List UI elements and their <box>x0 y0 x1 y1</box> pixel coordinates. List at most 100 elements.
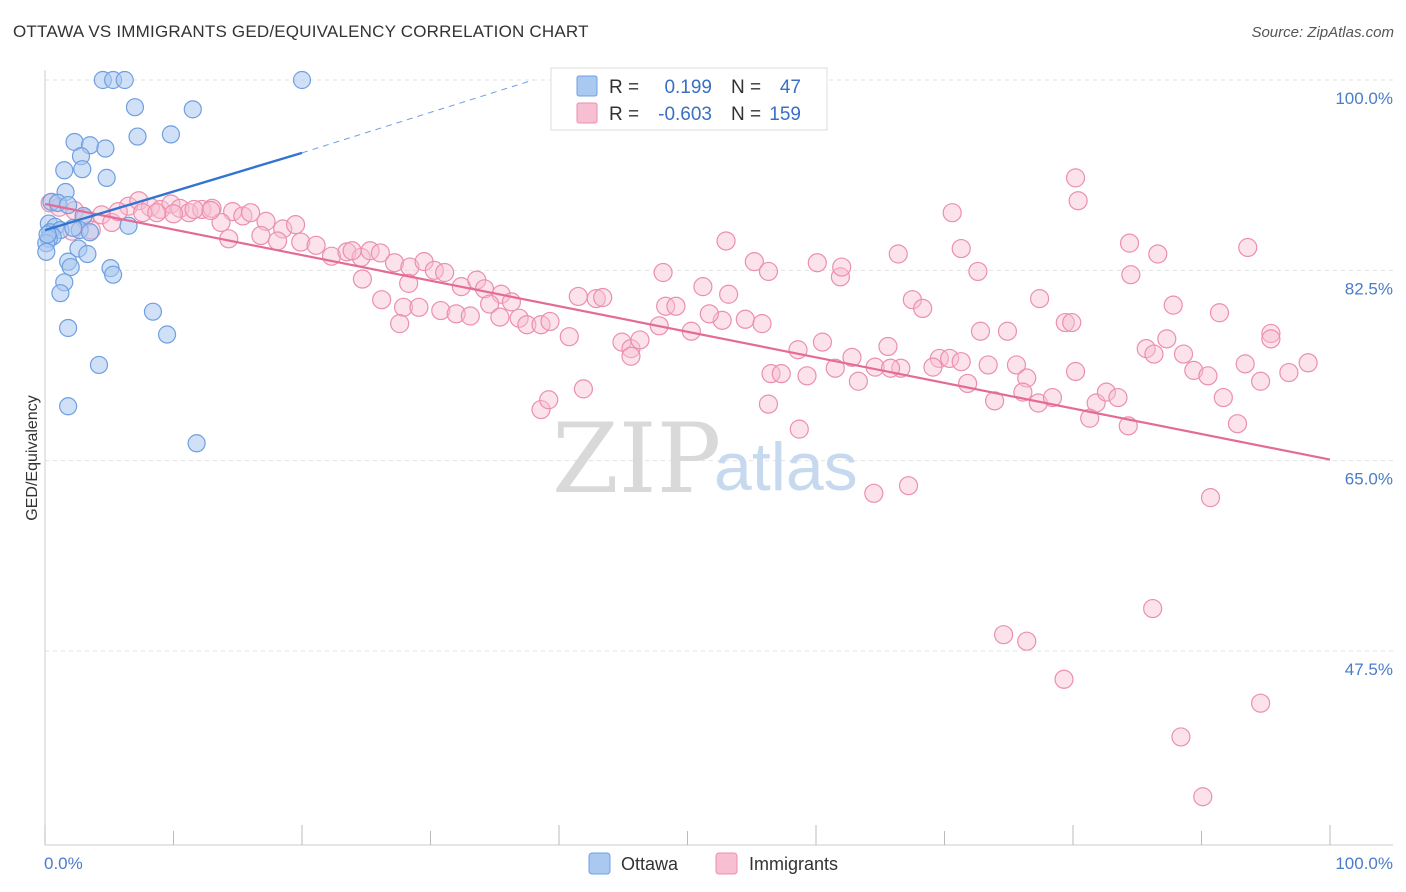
immigrants-point-18 <box>256 211 276 231</box>
immigrants-point-117 <box>1251 371 1271 391</box>
ottawa-point-2 <box>115 70 134 90</box>
legend-immigrants-r-label: R = <box>609 104 639 125</box>
immigrants-point-148 <box>1251 693 1271 713</box>
immigrants-point-33 <box>291 232 311 252</box>
ottawa-point-41 <box>89 355 109 375</box>
immigrants-points <box>40 168 1318 807</box>
immigrants-point-161 <box>390 314 410 334</box>
ottawa-point-31 <box>78 244 97 264</box>
immigrants-point-138 <box>1062 312 1082 333</box>
immigrants-point-154 <box>1054 669 1074 689</box>
immigrants-point-55 <box>446 304 466 324</box>
y-tick-label-1: 65.0% <box>1345 470 1393 489</box>
immigrants-point-160 <box>539 390 559 410</box>
immigrants-point-79 <box>761 364 781 384</box>
immigrants-point-156 <box>898 476 919 496</box>
immigrants-point-86 <box>848 371 869 391</box>
ottawa-point-45 <box>38 225 57 244</box>
immigrants-point-84 <box>825 358 845 378</box>
immigrants-point-96 <box>978 355 998 375</box>
immigrants-point-114 <box>1213 387 1233 408</box>
immigrants-point-116 <box>1235 354 1255 374</box>
chart-title: OTTAWA VS IMMIGRANTS GED/EQUIVALENCY COR… <box>13 22 589 41</box>
ottawa-point-12 <box>55 161 74 180</box>
immigrants-point-152 <box>1143 598 1163 619</box>
immigrants-point-65 <box>586 289 606 309</box>
ottawa-point-44 <box>37 242 56 261</box>
immigrants-point-111 <box>1173 344 1194 364</box>
immigrants-point-168 <box>951 238 971 259</box>
immigrants-point-58 <box>490 307 510 327</box>
x-tick-label-1: 100.0% <box>1335 854 1393 873</box>
x-tick-label-0: 0.0% <box>44 854 83 873</box>
immigrants-point-62 <box>540 311 560 332</box>
immigrants-point-115 <box>1227 414 1248 434</box>
ottawa-point-37 <box>51 284 70 303</box>
immigrants-point-124 <box>744 252 764 272</box>
series-legend: Ottawa Immigrants <box>588 852 838 875</box>
immigrants-point-132 <box>888 244 908 264</box>
immigrants-point-98 <box>1006 355 1027 375</box>
immigrants-point-19 <box>273 219 293 239</box>
immigrants-point-72 <box>666 296 686 316</box>
immigrants-point-20 <box>285 215 306 235</box>
immigrants-point-165 <box>1068 191 1088 211</box>
immigrants-point-112 <box>1184 360 1204 380</box>
immigrants-point-151 <box>1119 233 1140 253</box>
immigrants-point-53 <box>409 297 429 317</box>
watermark: ZIP atlas <box>552 403 858 515</box>
legend-ottawa-r-label: R = <box>609 77 639 98</box>
legend-ottawa-n-value: 47 <box>780 77 801 98</box>
immigrants-point-80 <box>771 364 791 384</box>
ottawa-point-38 <box>143 302 163 321</box>
immigrants-point-39 <box>370 243 390 263</box>
watermark-atlas: atlas <box>714 429 858 505</box>
legend-immigrants-swatch <box>576 102 598 124</box>
immigrants-point-82 <box>797 366 817 386</box>
y-tick-label-3: 100.0% <box>1335 89 1393 108</box>
legend-ottawa-r-value: 0.199 <box>664 77 712 98</box>
immigrants-point-162 <box>699 304 719 324</box>
immigrants-point-128 <box>832 257 852 277</box>
immigrants-point-137 <box>1029 289 1050 309</box>
immigrants-point-99 <box>1017 368 1037 388</box>
ottawa-points <box>37 70 312 453</box>
ottawa-point-3 <box>292 70 312 90</box>
immigrants-point-97 <box>997 321 1018 341</box>
bottom-legend-immigrants-label: Immigrants <box>749 854 838 874</box>
immigrants-point-150 <box>1171 727 1191 747</box>
immigrants-point-16 <box>233 206 253 226</box>
immigrants-point-153 <box>994 625 1014 645</box>
ottawa-point-4 <box>125 98 145 117</box>
immigrants-point-34 <box>306 235 326 255</box>
legend-ottawa-n-label: N = <box>731 77 761 98</box>
immigrants-point-78 <box>752 314 772 334</box>
immigrants-point-71 <box>656 296 676 316</box>
immigrants-point-103 <box>1065 361 1086 382</box>
ottawa-point-13 <box>73 160 92 179</box>
trend-lines <box>44 79 1331 461</box>
immigrants-point-106 <box>1108 387 1128 408</box>
immigrants-point-131 <box>864 483 884 503</box>
bottom-legend-ottawa-swatch <box>588 852 611 875</box>
ottawa-point-6 <box>128 127 147 146</box>
y-axis-label: GED/Equivalency <box>24 395 41 520</box>
immigrants-trend-line <box>44 202 1331 461</box>
correlation-legend: R = 0.199 N = 47 R = -0.603 N = 159 <box>550 67 828 131</box>
immigrants-point-119 <box>1279 362 1299 383</box>
immigrants-point-76 <box>719 284 739 304</box>
legend-immigrants-r-value: -0.603 <box>658 104 712 125</box>
immigrants-point-28 <box>201 200 221 221</box>
immigrants-point-146 <box>1261 329 1281 349</box>
ottawa-point-40 <box>157 325 177 344</box>
ottawa-trend-extension <box>301 79 534 154</box>
legend-immigrants-n-label: N = <box>731 104 761 125</box>
immigrants-point-17 <box>241 203 261 223</box>
immigrants-point-52 <box>393 297 414 317</box>
immigrants-point-40 <box>384 253 405 273</box>
immigrants-point-66 <box>593 287 613 308</box>
immigrants-point-25 <box>163 204 184 224</box>
immigrants-point-166 <box>942 203 962 223</box>
immigrants-point-102 <box>1055 312 1075 333</box>
